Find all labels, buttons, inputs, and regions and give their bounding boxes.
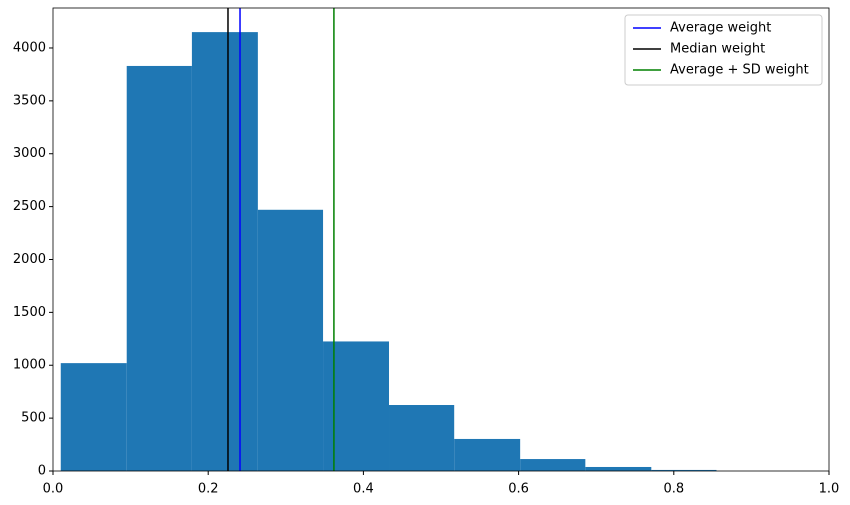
y-tick-label: 500 [21,411,46,426]
x-tick-label: 0.6 [508,482,529,497]
bar [126,65,192,471]
y-tick-label: 1000 [13,358,46,373]
y-tick-label: 3500 [13,93,46,108]
bar [520,459,586,471]
x-tick-label: 1.0 [819,482,840,497]
bar [585,466,652,471]
axes-frame [52,7,830,472]
y-tick-label: 0 [38,464,46,479]
x-tick-label: 0.0 [43,482,64,497]
y-tick-label: 3000 [13,146,46,161]
bar [191,32,258,472]
bar [60,363,127,471]
bar [454,438,521,471]
y-tick-label: 1500 [13,305,46,320]
y-tick-label: 2500 [13,199,46,214]
legend-label: Median weight [670,42,765,57]
legend-label: Average weight [670,21,771,36]
y-tick-label: 4000 [13,40,46,55]
y-tick-label: 2000 [13,252,46,267]
bar [323,341,390,471]
x-tick-label: 0.8 [663,482,684,497]
legend-box [624,14,823,86]
x-tick-label: 0.4 [353,482,374,497]
legend-label: Average + SD weight [670,63,809,78]
bar [257,209,324,472]
bar [651,469,717,471]
x-tick-label: 0.2 [198,482,219,497]
bar [389,405,455,471]
